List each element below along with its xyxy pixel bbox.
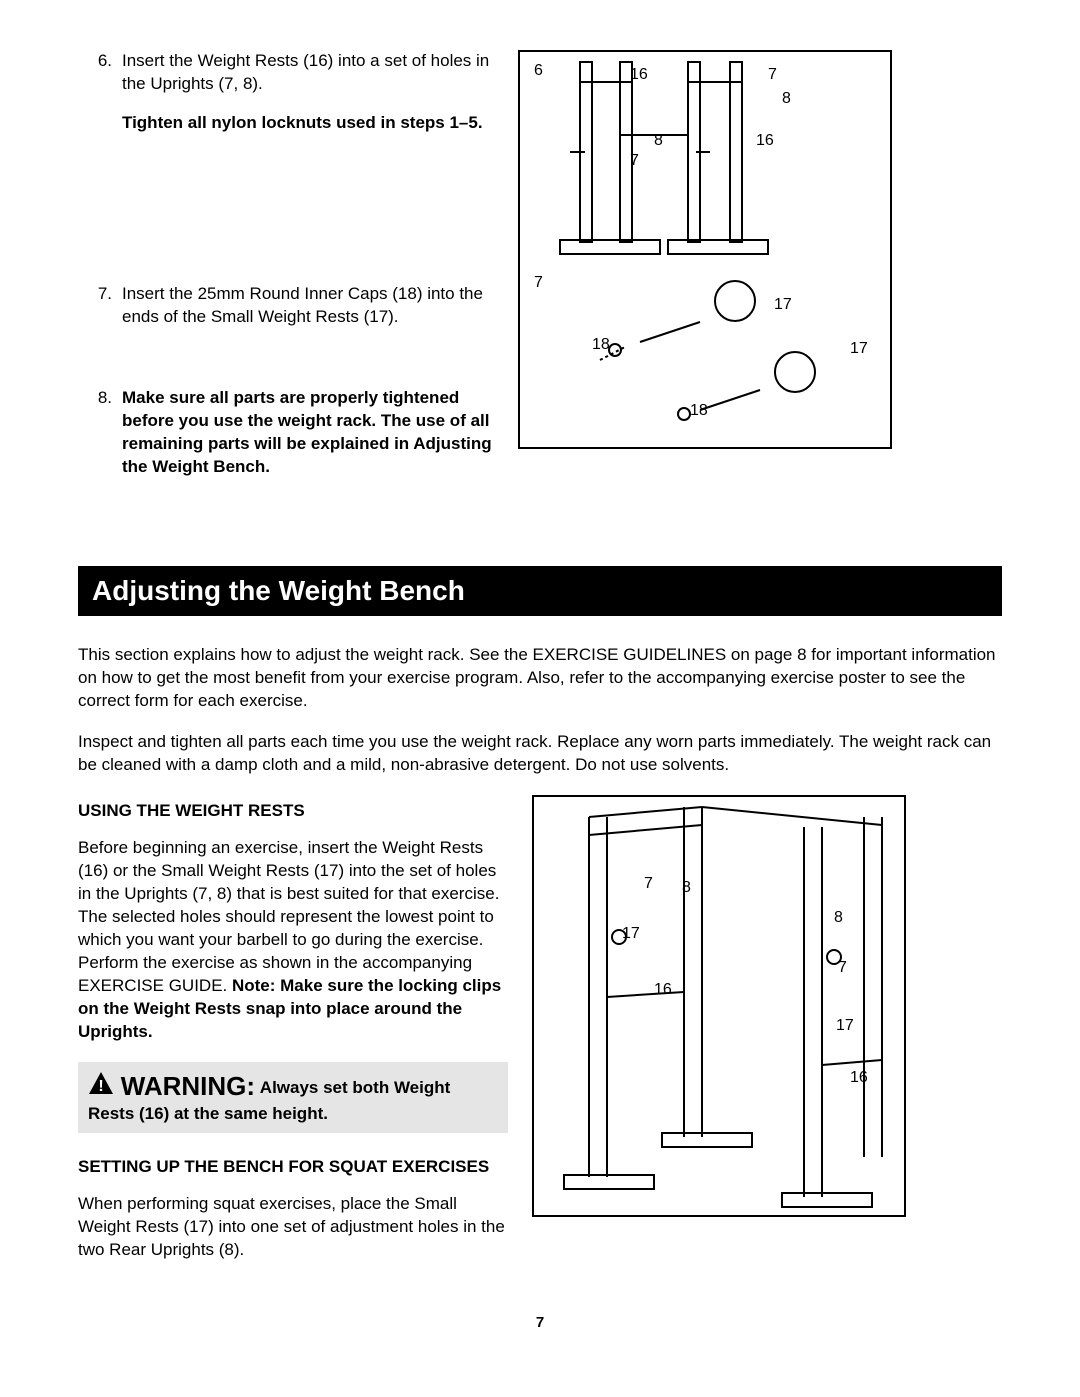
dia1-label: 7 [534,274,543,292]
step-number: 8. [78,387,122,479]
assembly-diagram-2: 7 8 8 17 7 16 17 16 [532,795,906,1217]
dia1-label: 18 [592,336,610,354]
lower-left-column: USING THE WEIGHT RESTS Before beginning … [78,795,508,1280]
step-6-text: Insert the Weight Rests (16) into a set … [122,51,489,93]
dia1-label: 16 [630,66,648,84]
step-number: 7. [78,283,122,329]
rack-svg [520,52,890,447]
warning-box: ! WARNING: Always set both Weight Rests … [78,1062,508,1134]
steps-column: 6. Insert the Weight Rests (16) into a s… [78,50,498,506]
warning-word: WARNING: [121,1071,255,1101]
dia1-label: 8 [654,132,663,150]
dia1-label: 8 [782,90,791,108]
step-number: 6. [78,50,122,135]
dia2-label: 16 [654,981,672,999]
intro-para-1: This section explains how to adjust the … [78,644,1002,713]
lower-right-column: 7 8 8 17 7 16 17 16 [532,795,1002,1280]
assembly-diagram-1: 6 16 7 8 8 16 7 7 17 18 17 18 [518,50,892,449]
dia2-label: 8 [834,909,843,927]
squat-subhead: SETTING UP THE BENCH FOR SQUAT EXERCISES [78,1157,508,1177]
step-text: Insert the Weight Rests (16) into a set … [122,50,498,135]
step-6-bold: Tighten all nylon locknuts used in steps… [122,112,498,135]
lower-section: USING THE WEIGHT RESTS Before beginning … [78,795,1002,1280]
step-8-text: Make sure all parts are properly tighten… [122,387,498,479]
step-7: 7. Insert the 25mm Round Inner Caps (18)… [78,283,498,329]
step-8: 8. Make sure all parts are properly tigh… [78,387,498,479]
dia2-label: 17 [622,925,640,943]
rack2-svg [534,797,904,1215]
dia2-label: 17 [836,1017,854,1035]
dia2-label: 8 [682,879,691,897]
dia1-label: 17 [850,340,868,358]
dia2-label: 7 [838,959,847,977]
manual-page: 6. Insert the Weight Rests (16) into a s… [0,0,1080,1371]
page-number: 7 [78,1314,1002,1331]
squat-paragraph: When performing squat exercises, place t… [78,1193,508,1262]
dia1-label: 7 [630,152,639,170]
diagram-column: 6 16 7 8 8 16 7 7 17 18 17 18 [518,50,1002,506]
dia2-label: 16 [850,1069,868,1087]
dia1-label: 7 [768,66,777,84]
intro-para-2: Inspect and tighten all parts each time … [78,731,1002,777]
dia1-label: 17 [774,296,792,314]
using-para-plain: Before beginning an exercise, insert the… [78,838,499,995]
top-section: 6. Insert the Weight Rests (16) into a s… [78,50,1002,506]
section-title-bar: Adjusting the Weight Bench [78,566,1002,616]
dia1-label: 16 [756,132,774,150]
dia1-label: 18 [690,402,708,420]
dia2-label: 7 [644,875,653,893]
using-paragraph: Before beginning an exercise, insert the… [78,837,508,1043]
step-7-text: Insert the 25mm Round Inner Caps (18) in… [122,283,498,329]
svg-text:!: ! [98,1078,103,1095]
warning-triangle-icon: ! [88,1071,114,1101]
dia1-label: 6 [534,62,543,80]
using-subhead: USING THE WEIGHT RESTS [78,801,508,821]
step-6: 6. Insert the Weight Rests (16) into a s… [78,50,498,135]
